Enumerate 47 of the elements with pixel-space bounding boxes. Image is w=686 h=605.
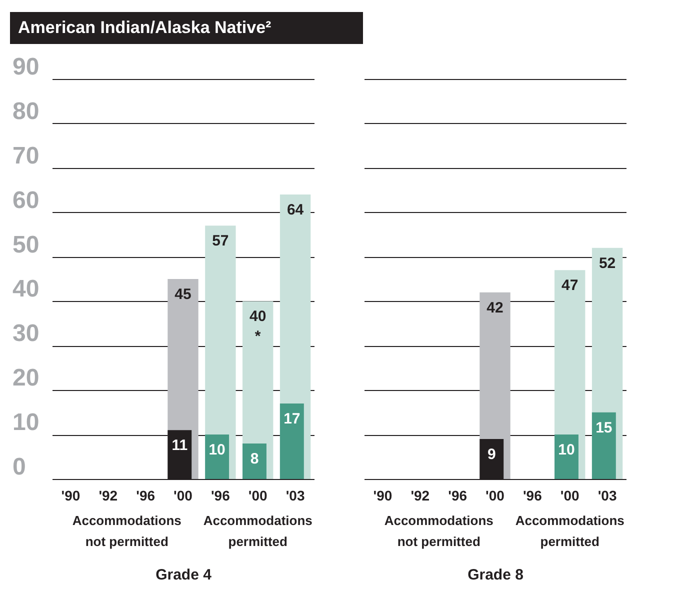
x-tick-label: '00 — [174, 488, 193, 504]
x-tick-label: '90 — [61, 488, 80, 504]
x-tick-label: '00 — [486, 488, 505, 504]
data-label: 11 — [172, 437, 188, 454]
y-tick-label: 80 — [12, 98, 40, 125]
x-tick-label: '90 — [373, 488, 392, 504]
y-tick-label: 50 — [12, 231, 40, 258]
text: Accommodations not permitted — [72, 513, 182, 549]
y-tick-label: 60 — [12, 186, 40, 214]
data-label: 42 — [486, 299, 504, 316]
x-tick-label: '96 — [522, 488, 542, 504]
data-label: 40 * — [250, 308, 266, 346]
bar — [554, 434, 578, 479]
data-label: 10 — [558, 442, 575, 459]
text: Accommodations not permitted — [384, 513, 494, 549]
text: Accommodations permitted — [515, 513, 624, 549]
data-label: 15 — [596, 419, 612, 436]
x-tick-label: '00 — [560, 488, 580, 504]
y-tick-label: 20 — [12, 364, 40, 392]
data-label: 64 — [286, 202, 304, 219]
x-axis-title: Grade 8 — [468, 566, 524, 584]
x-tick-label: '96 — [210, 488, 230, 504]
x-tick-label: '92 — [410, 488, 430, 504]
y-tick-label: 10 — [12, 409, 40, 436]
x-tick-label: '03 — [598, 488, 617, 504]
y-tick-label: 90 — [12, 54, 40, 80]
data-label: 10 — [208, 442, 226, 459]
chart-title: American Indian/Alaska Native² — [10, 12, 363, 44]
data-label: 52 — [598, 254, 616, 272]
x-tick-label: '96 — [448, 488, 468, 504]
x-tick-label: '03 — [286, 488, 305, 504]
x-tick-label: '92 — [98, 488, 118, 504]
y-tick-label: 70 — [12, 142, 40, 170]
bar — [592, 412, 616, 479]
data-label: 47 — [562, 277, 578, 294]
y-tick-label: 40 — [12, 276, 40, 303]
data-label: 57 — [212, 232, 229, 250]
data-label: 45 — [174, 286, 192, 303]
x-tick-label: '00 — [248, 488, 268, 504]
x-tick-label: '96 — [136, 488, 156, 504]
y-tick-label: 0 — [12, 454, 26, 480]
x-axis-title: Grade 4 — [156, 566, 212, 584]
data-label: 8 — [250, 450, 259, 468]
y-tick-label: 30 — [12, 320, 40, 348]
text: Accommodations permitted — [203, 513, 312, 549]
data-label: 9 — [487, 446, 496, 463]
data-label: 17 — [284, 410, 300, 428]
